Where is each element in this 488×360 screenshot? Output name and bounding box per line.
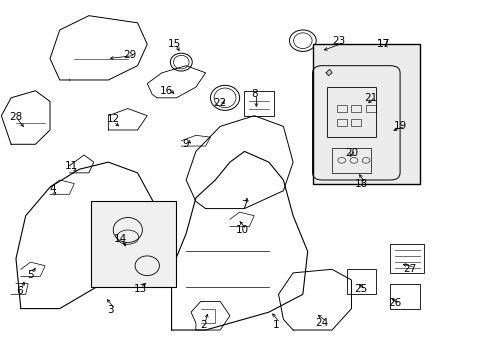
Text: 13: 13 [133,284,146,294]
Text: 17: 17 [376,39,389,49]
Bar [389,244,424,273]
Text: 10: 10 [235,225,248,235]
Text: 18: 18 [354,179,367,189]
Text: 4: 4 [49,184,56,194]
Bar [326,87,375,137]
Bar [312,44,419,184]
Text: 28: 28 [9,112,22,122]
Bar [336,119,346,126]
Bar [351,105,361,112]
Bar [91,202,176,287]
Text: 24: 24 [315,318,328,328]
Text: 6: 6 [17,286,23,296]
Bar [366,105,375,112]
Text: 8: 8 [250,89,257,99]
Text: 23: 23 [332,36,345,46]
Text: 17: 17 [376,39,389,49]
Bar [346,269,375,294]
Bar [244,91,273,116]
Text: 9: 9 [183,139,189,149]
Text: 1: 1 [272,320,279,330]
Text: 29: 29 [123,50,137,60]
Text: 12: 12 [106,114,120,124]
Text: 14: 14 [114,234,127,244]
Text: 7: 7 [241,200,247,210]
Text: 26: 26 [388,298,401,308]
Text: 2: 2 [200,320,206,330]
Text: 15: 15 [167,39,180,49]
Text: 27: 27 [403,264,416,274]
Bar [351,119,361,126]
Text: 22: 22 [213,98,226,108]
Text: 5: 5 [27,270,34,280]
Text: 19: 19 [393,121,406,131]
Text: 11: 11 [65,161,79,171]
Text: 21: 21 [364,93,377,103]
Bar [389,284,419,309]
Text: 3: 3 [107,305,114,315]
Bar [336,105,346,112]
Polygon shape [325,69,331,76]
Text: 20: 20 [344,148,357,158]
Text: 25: 25 [354,284,367,294]
Bar [331,148,370,173]
Text: 16: 16 [160,86,173,96]
